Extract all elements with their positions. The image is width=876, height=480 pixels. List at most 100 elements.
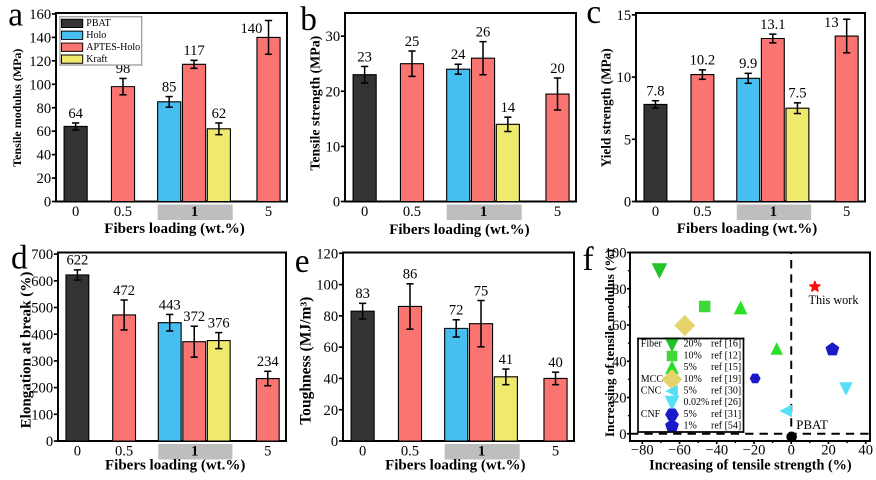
svg-text:This work: This work <box>809 293 860 307</box>
svg-text:10: 10 <box>326 139 341 155</box>
svg-text:120: 120 <box>29 54 51 70</box>
svg-text:ref [30]: ref [30] <box>711 385 741 396</box>
svg-text:83: 83 <box>355 286 370 302</box>
svg-text:75: 75 <box>474 283 489 299</box>
svg-text:e: e <box>295 243 310 280</box>
svg-text:ref [54]: ref [54] <box>711 421 741 432</box>
svg-text:5: 5 <box>624 132 631 148</box>
svg-text:5%: 5% <box>683 362 696 373</box>
svg-text:86: 86 <box>403 267 418 283</box>
svg-text:Elongation at break (%): Elongation at break (%) <box>19 272 35 429</box>
svg-text:Fibers loading (wt.%): Fibers loading (wt.%) <box>385 457 525 473</box>
svg-text:60: 60 <box>612 318 627 334</box>
svg-text:20%: 20% <box>683 339 701 350</box>
svg-text:7.8: 7.8 <box>646 84 664 100</box>
svg-text:Fiber: Fiber <box>641 339 663 350</box>
svg-text:85: 85 <box>162 79 177 95</box>
svg-text:0.02%: 0.02% <box>683 397 709 408</box>
svg-text:60: 60 <box>37 124 52 140</box>
svg-text:−60: −60 <box>668 442 691 458</box>
svg-text:ref [19]: ref [19] <box>711 374 741 385</box>
svg-text:1: 1 <box>770 204 777 220</box>
svg-text:−40: −40 <box>705 442 728 458</box>
svg-text:Fibers loading (wt.%): Fibers loading (wt.%) <box>677 221 817 237</box>
svg-text:140: 140 <box>240 21 262 37</box>
svg-text:0: 0 <box>72 204 79 220</box>
svg-text:80: 80 <box>612 282 627 298</box>
svg-text:20: 20 <box>37 171 52 187</box>
svg-text:372: 372 <box>183 309 205 325</box>
svg-text:0: 0 <box>74 444 81 460</box>
svg-text:0.5: 0.5 <box>114 204 132 220</box>
svg-text:140: 140 <box>29 30 51 46</box>
svg-text:80: 80 <box>37 101 52 117</box>
svg-text:0: 0 <box>652 204 659 220</box>
svg-text:5%: 5% <box>683 409 696 420</box>
svg-text:24: 24 <box>451 47 466 63</box>
svg-text:0.5: 0.5 <box>403 204 421 220</box>
svg-text:30: 30 <box>326 29 341 45</box>
svg-text:5: 5 <box>265 204 272 220</box>
svg-text:0: 0 <box>359 444 366 460</box>
svg-text:Yield strength (MPa): Yield strength (MPa) <box>598 48 613 167</box>
svg-text:ref [31]: ref [31] <box>711 409 741 420</box>
svg-text:b: b <box>300 1 317 38</box>
svg-text:40: 40 <box>324 371 339 387</box>
svg-text:CNF: CNF <box>641 409 661 420</box>
svg-text:100: 100 <box>31 407 53 423</box>
svg-text:400: 400 <box>31 327 53 343</box>
svg-text:Fibers loading (wt.%): Fibers loading (wt.%) <box>389 222 529 238</box>
svg-text:25: 25 <box>405 34 420 50</box>
svg-text:0: 0 <box>46 434 53 450</box>
svg-text:1: 1 <box>191 444 198 460</box>
svg-text:ref [26]: ref [26] <box>711 397 741 408</box>
svg-text:Fibers loading (wt.%): Fibers loading (wt.%) <box>104 221 244 237</box>
svg-text:APTES-Holo: APTES-Holo <box>86 42 140 53</box>
svg-text:200: 200 <box>31 381 53 397</box>
svg-text:−20: −20 <box>743 442 766 458</box>
svg-text:0.5: 0.5 <box>115 444 133 460</box>
svg-text:20: 20 <box>324 403 339 419</box>
svg-text:1: 1 <box>191 204 198 220</box>
svg-text:15: 15 <box>617 8 632 24</box>
svg-text:13: 13 <box>824 15 839 31</box>
svg-text:0: 0 <box>44 195 51 211</box>
svg-text:1: 1 <box>478 444 485 460</box>
svg-text:0: 0 <box>619 427 626 443</box>
svg-text:5: 5 <box>554 204 561 220</box>
svg-text:0.5: 0.5 <box>401 444 419 460</box>
svg-text:20: 20 <box>821 442 836 458</box>
svg-text:500: 500 <box>31 301 53 317</box>
svg-text:d: d <box>11 239 28 276</box>
svg-text:40: 40 <box>548 355 563 371</box>
svg-text:0: 0 <box>361 204 368 220</box>
svg-text:ref [16]: ref [16] <box>711 339 741 350</box>
svg-text:376: 376 <box>208 315 230 331</box>
svg-text:a: a <box>8 0 23 33</box>
svg-text:20: 20 <box>550 61 565 77</box>
svg-text:0: 0 <box>333 195 340 211</box>
svg-text:Holo: Holo <box>86 30 106 41</box>
svg-text:Toughness (MJ/m³): Toughness (MJ/m³) <box>298 297 315 425</box>
svg-text:1: 1 <box>480 204 487 220</box>
svg-text:7.5: 7.5 <box>788 86 806 102</box>
svg-text:Tensile modulus (MPa): Tensile modulus (MPa) <box>10 49 24 167</box>
svg-text:0.5: 0.5 <box>693 204 711 220</box>
svg-text:100: 100 <box>316 278 338 294</box>
svg-text:MCC: MCC <box>641 374 664 385</box>
svg-text:20: 20 <box>326 84 341 100</box>
svg-text:600: 600 <box>31 274 53 290</box>
svg-text:41: 41 <box>499 352 514 368</box>
svg-text:26: 26 <box>476 24 491 40</box>
svg-text:700: 700 <box>31 247 53 263</box>
svg-text:c: c <box>586 0 601 31</box>
svg-text:Increasing of tensile modulus: Increasing of tensile modulus (%) <box>602 249 617 437</box>
svg-text:40: 40 <box>858 442 873 458</box>
svg-text:f: f <box>582 241 594 278</box>
svg-text:23: 23 <box>357 49 372 65</box>
svg-text:117: 117 <box>183 43 204 59</box>
svg-text:10: 10 <box>617 70 632 86</box>
svg-text:80: 80 <box>324 309 339 325</box>
svg-text:−80: −80 <box>631 442 654 458</box>
svg-text:14: 14 <box>501 100 516 116</box>
